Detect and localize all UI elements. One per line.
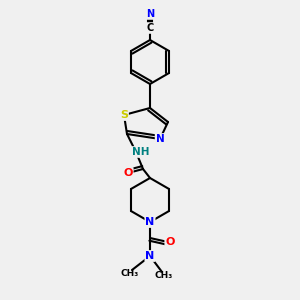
Text: C: C — [146, 23, 154, 33]
Text: O: O — [123, 168, 133, 178]
Text: O: O — [165, 237, 175, 247]
Text: CH₃: CH₃ — [121, 269, 139, 278]
Text: N: N — [146, 9, 154, 19]
Text: NH: NH — [132, 147, 150, 157]
Text: S: S — [120, 110, 128, 120]
Text: N: N — [146, 217, 154, 227]
Text: CH₃: CH₃ — [155, 272, 173, 280]
Text: N: N — [146, 251, 154, 261]
Text: N: N — [156, 134, 164, 144]
